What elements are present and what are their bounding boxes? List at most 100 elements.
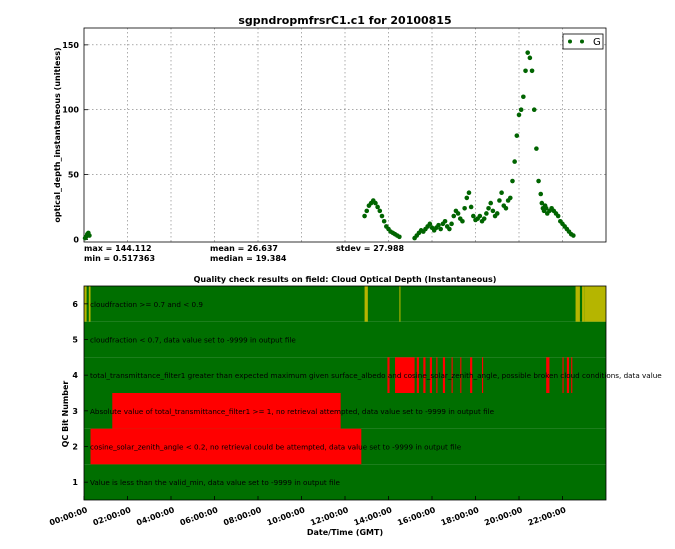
qc-bit-label: Absolute value of total_transmittance_fi… xyxy=(90,407,495,416)
qc-flag-fail xyxy=(112,393,341,429)
qc-y-tick-label: 2 xyxy=(72,443,78,452)
qc-y-tick-label: 4 xyxy=(72,371,78,380)
legend-marker xyxy=(568,39,572,44)
qc-x-tick-label: 00:00:00 xyxy=(48,505,89,527)
data-point xyxy=(381,218,387,224)
qc-flag-fail xyxy=(482,357,484,393)
qc-flag-fail xyxy=(460,357,462,393)
qc-x-tick-label: 16:00:00 xyxy=(396,505,437,527)
qc-flag-fail xyxy=(566,357,570,393)
data-point xyxy=(427,221,433,227)
data-point xyxy=(534,146,539,151)
qc-x-tick-label: 14:00:00 xyxy=(353,505,394,527)
data-point xyxy=(460,218,465,224)
qc-flag-fail xyxy=(562,357,564,393)
data-point xyxy=(538,191,544,197)
data-point xyxy=(362,213,367,219)
data-point xyxy=(512,159,517,164)
legend-marker xyxy=(580,39,584,44)
data-point xyxy=(571,233,576,238)
qc-flag-fail xyxy=(429,357,432,393)
qc-chart-y-ticks: 1 2 3 4 5 6 xyxy=(72,300,88,487)
legend: G xyxy=(562,33,604,50)
qc-flag-indeterminate xyxy=(88,286,91,322)
data-point xyxy=(375,204,380,210)
qc-flag-fail xyxy=(387,357,390,393)
data-point xyxy=(527,55,533,61)
qc-bit-label: cosine_solar_zenith_angle < 0.2, no retr… xyxy=(90,443,462,452)
data-point xyxy=(518,107,524,113)
qc-bit-label: cloudfraction >= 0.7 and < 0.9 xyxy=(90,300,203,309)
qc-flag-fail xyxy=(451,357,453,393)
data-point xyxy=(543,205,549,211)
data-point xyxy=(442,218,448,224)
data-point xyxy=(484,211,489,216)
data-point xyxy=(364,208,370,214)
qc-flag-fail xyxy=(436,357,438,393)
data-point xyxy=(508,195,513,201)
legend-label: G xyxy=(593,37,601,48)
data-point xyxy=(490,208,496,214)
qc-chart-ylabel: QC Bit Number xyxy=(61,381,70,448)
stat-stdev: stdev = 27.988 xyxy=(336,244,405,253)
qc-x-tick-label: 12:00:00 xyxy=(309,505,350,527)
data-point xyxy=(516,112,522,118)
top-chart-frame xyxy=(83,27,607,243)
stat-max: max = 144.112 xyxy=(84,244,152,253)
qc-x-tick-label: 18:00:00 xyxy=(440,505,481,527)
qc-row-bit-6 xyxy=(84,286,606,322)
data-point xyxy=(481,216,487,221)
qc-flag-indeterminate xyxy=(582,286,585,322)
stat-min: min = 0.517363 xyxy=(84,254,155,263)
top-chart-points xyxy=(82,50,576,241)
qc-x-tick-label: 20:00:00 xyxy=(483,505,524,527)
qc-y-tick-label: 1 xyxy=(72,478,78,487)
data-point xyxy=(451,213,457,219)
qc-x-tick-label: 02:00:00 xyxy=(92,505,133,527)
data-point xyxy=(521,94,526,100)
data-point xyxy=(438,226,444,232)
qc-flag-fail xyxy=(90,428,362,465)
data-point xyxy=(514,133,520,138)
qc-chart-x-ticks: 00:00:00 02:00:00 04:00:00 06:00:00 08:00:00… xyxy=(48,496,568,527)
data-point xyxy=(494,211,500,216)
top-chart-y-ticks: 0 50 100 150 xyxy=(62,41,88,244)
qc-flag-fail xyxy=(546,357,550,393)
data-point xyxy=(447,226,452,232)
qc-flag-fail xyxy=(423,357,426,393)
qc-bit-label: cloudfraction < 0.7, data value set to -… xyxy=(90,336,296,345)
data-point xyxy=(499,190,504,196)
qc-chart-xlabel: Date/Time (GMT) xyxy=(307,528,383,537)
data-point xyxy=(464,195,470,201)
qc-bit-label: total_transmittance_filter1 greater than… xyxy=(90,371,662,380)
data-point xyxy=(555,213,561,219)
data-point xyxy=(468,204,474,210)
data-point xyxy=(373,200,378,206)
qc-y-tick-label: 6 xyxy=(72,300,78,309)
data-point xyxy=(510,178,515,184)
data-point xyxy=(531,107,537,113)
y-tick-label: 50 xyxy=(68,171,80,180)
data-point xyxy=(497,198,502,203)
data-point xyxy=(525,50,530,55)
qc-x-tick-label: 06:00:00 xyxy=(179,505,220,527)
qc-x-tick-label: 10:00:00 xyxy=(266,505,307,527)
data-point xyxy=(523,68,528,74)
qc-flag-indeterminate xyxy=(364,286,368,322)
qc-flag-indeterminate xyxy=(575,286,580,322)
top-chart-ylabel: optical_depth_instantaneous (unitless) xyxy=(53,47,62,222)
stat-mean: mean = 26.637 xyxy=(210,244,278,253)
qc-chart-cells xyxy=(84,286,606,500)
qc-flag-fail xyxy=(416,357,419,393)
qc-y-tick-label: 5 xyxy=(72,336,78,345)
data-point xyxy=(471,213,476,219)
top-chart-grid xyxy=(84,28,606,242)
qc-flag-fail xyxy=(395,357,415,393)
data-point xyxy=(486,205,491,211)
qc-flag-fail xyxy=(442,357,446,393)
data-point xyxy=(87,233,92,238)
qc-bit-label: Value is less than the valid_min, data v… xyxy=(90,478,341,487)
qc-chart-bit-labels: Value is less than the valid_min, data v… xyxy=(90,300,662,487)
qc-row-bit-1 xyxy=(84,464,606,500)
